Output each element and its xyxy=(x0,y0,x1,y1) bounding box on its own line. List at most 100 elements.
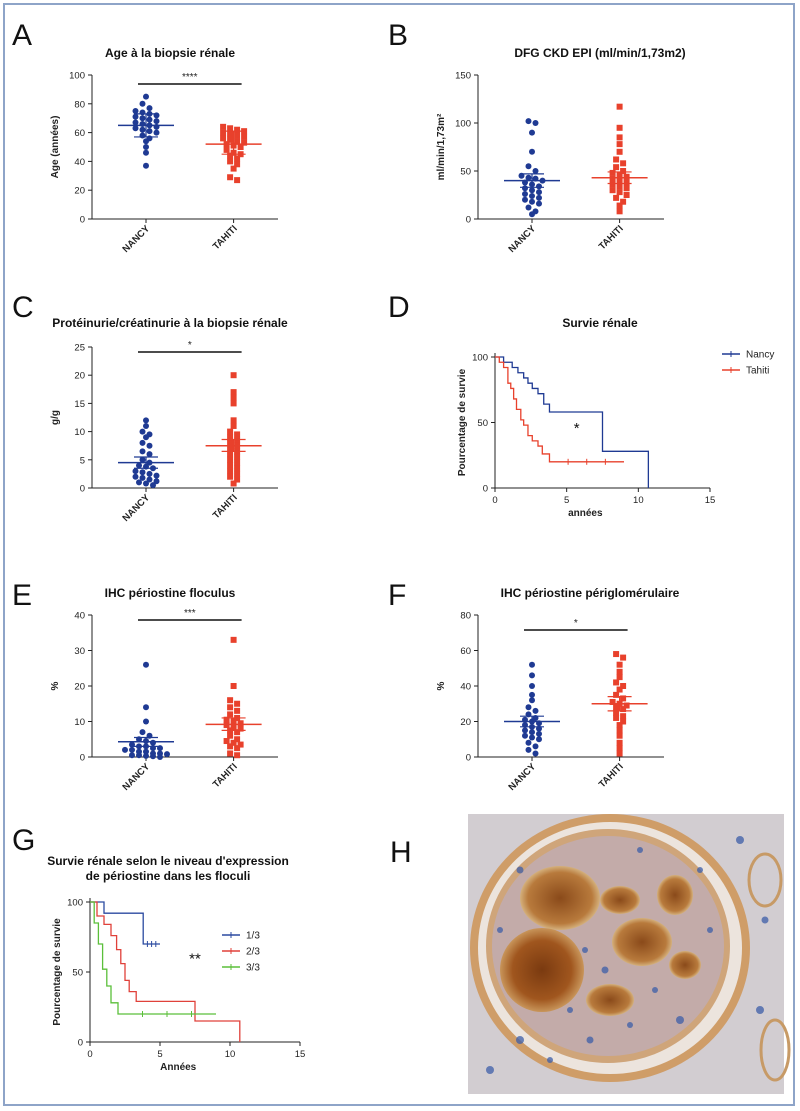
data-point xyxy=(230,389,237,396)
data-point xyxy=(136,462,142,469)
panel-e: E IHC périostine floculus 0 10 20 30 40% NANCY T… xyxy=(0,575,400,810)
data-point xyxy=(620,168,627,174)
data-point xyxy=(230,636,237,643)
data-point xyxy=(143,138,149,145)
y-tick-label: 50 xyxy=(477,418,488,429)
panel-a: A Age à la biopsie rénale 0 20 40 60 80 100 Age … xyxy=(0,0,400,270)
data-point xyxy=(529,661,535,668)
data-point xyxy=(613,651,620,658)
data-point xyxy=(227,136,234,143)
panel-f-chart: F IHC périostine périglomérulaire 0 20 40 60 8… xyxy=(388,579,680,793)
data-point xyxy=(143,93,149,100)
significance-label: * xyxy=(188,340,192,351)
data-point xyxy=(146,470,153,477)
survival-curve xyxy=(495,356,650,488)
data-point xyxy=(616,745,623,752)
data-point xyxy=(143,162,149,169)
category-label: TAHITI xyxy=(597,761,626,790)
data-point xyxy=(234,431,241,438)
panel-letter: D xyxy=(388,291,410,324)
panel-h-micrograph: H xyxy=(390,814,791,1094)
data-point xyxy=(139,115,146,122)
category-label: TAHITI xyxy=(211,223,240,252)
data-point xyxy=(139,474,146,481)
data-point xyxy=(220,135,227,142)
legend-entry: 1/3 xyxy=(246,931,260,942)
legend-entry: Tahiti xyxy=(746,366,769,377)
panel-b: B DFG CKD EPI (ml/min/1,73m2) 0 50 100 150 ml/… xyxy=(388,0,800,270)
data-point xyxy=(227,732,234,739)
data-point xyxy=(143,417,149,424)
y-tick-label: 100 xyxy=(472,353,488,364)
data-point xyxy=(623,185,630,192)
data-point xyxy=(139,100,146,107)
chart-title: Protéinurie/créatinurie à la biopsie rén… xyxy=(52,316,288,330)
data-point xyxy=(230,165,237,172)
data-point xyxy=(609,175,616,182)
x-tick-label: 0 xyxy=(492,495,497,506)
data-point xyxy=(132,113,139,120)
data-point xyxy=(536,189,542,196)
data-point xyxy=(132,473,139,480)
data-point xyxy=(227,434,234,441)
data-point xyxy=(613,691,620,698)
data-point xyxy=(227,462,234,469)
data-point xyxy=(234,470,241,477)
data-point xyxy=(609,698,616,705)
data-point xyxy=(616,148,623,155)
survival-curve xyxy=(90,901,241,1042)
data-point xyxy=(529,192,535,199)
data-point xyxy=(522,196,528,203)
data-point xyxy=(525,174,532,181)
data-point xyxy=(623,192,630,198)
data-point xyxy=(139,109,146,116)
data-point xyxy=(153,118,160,125)
y-tick-label: 15 xyxy=(74,399,85,410)
data-point xyxy=(227,468,234,475)
data-point xyxy=(150,753,156,760)
data-point xyxy=(230,480,237,487)
data-point xyxy=(230,422,237,429)
data-point xyxy=(529,691,535,698)
data-point xyxy=(613,156,620,163)
data-point xyxy=(132,119,139,126)
data-point xyxy=(234,729,241,736)
y-tick-label: 40 xyxy=(74,611,85,622)
legend-entry: Nancy xyxy=(746,350,774,361)
data-point xyxy=(139,456,146,463)
data-point xyxy=(529,683,535,689)
chart-title: Survie rénale xyxy=(562,316,638,330)
data-point xyxy=(223,716,230,723)
data-point xyxy=(227,439,234,446)
y-tick-label: 0 xyxy=(80,753,85,764)
y-tick-label: 0 xyxy=(80,215,85,226)
data-point xyxy=(122,746,128,753)
data-point xyxy=(129,741,135,748)
data-point xyxy=(146,442,153,449)
survival-curve xyxy=(90,901,160,945)
data-point xyxy=(620,160,627,167)
panel-d-chart: D Survie rénale 0 50 100 0 5 10 15 Pourcentage de… xyxy=(388,291,774,519)
data-point xyxy=(227,451,234,458)
y-tick-label: 10 xyxy=(74,427,85,438)
chart-title: DFG CKD EPI (ml/min/1,73m2) xyxy=(514,46,685,60)
data-point xyxy=(609,187,616,194)
x-tick-label: 5 xyxy=(564,495,569,506)
chart-title: Survie rénale selon le niveau d'expressi… xyxy=(47,854,289,868)
y-tick-label: 30 xyxy=(74,646,85,657)
panel-b-chart: B DFG CKD EPI (ml/min/1,73m2) 0 50 100 150 ml/… xyxy=(388,19,686,255)
data-point xyxy=(227,473,234,480)
panel-letter: C xyxy=(12,291,34,324)
x-tick-label: 15 xyxy=(295,1049,306,1060)
data-point xyxy=(613,704,620,711)
chart-subtitle: de périostine dans les floculi xyxy=(86,869,251,883)
category-label: NANCY xyxy=(506,761,538,793)
data-point xyxy=(616,686,623,693)
data-point xyxy=(237,725,244,732)
data-point xyxy=(623,702,630,709)
data-point xyxy=(136,479,142,486)
y-tick-label: 100 xyxy=(455,119,471,130)
panel-g-chart: G Survie rénale selon le niveau d'express… xyxy=(12,824,306,1073)
data-point xyxy=(616,661,623,668)
data-point xyxy=(139,132,146,139)
